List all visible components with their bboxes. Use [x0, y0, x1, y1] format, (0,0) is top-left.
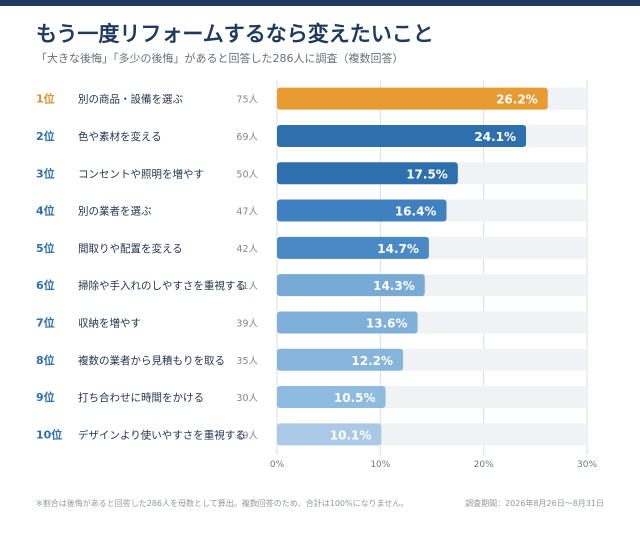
bar-value-label: 12.2% [351, 354, 393, 368]
category-label: コンセントや照明を増やす [78, 167, 204, 180]
count-label: 39人 [236, 318, 258, 329]
top-accent-band [0, 0, 640, 6]
x-tick-label: 10% [370, 460, 390, 470]
bar-value-label: 14.7% [377, 242, 419, 256]
category-label: デザインより使いやすさを重視する [78, 428, 246, 441]
page-subtitle: 「大きな後悔」「多少の後悔」があると回答した286人に調査（複数回答） [36, 52, 404, 65]
category-label: 掃除や手入れのしやすさを重視する [78, 279, 246, 292]
rank-label: 2位 [36, 129, 55, 143]
rank-label: 4位 [36, 204, 55, 218]
bar [277, 162, 458, 185]
rank-label: 8位 [36, 353, 55, 367]
rank-label: 7位 [36, 315, 55, 329]
rank-label: 5位 [36, 241, 55, 255]
rank-label: 3位 [36, 166, 55, 180]
count-label: 41人 [236, 281, 258, 292]
bar [277, 274, 425, 297]
rank-label: 1位 [36, 92, 55, 106]
bar [277, 87, 548, 110]
count-label: 42人 [236, 244, 258, 255]
category-label: 複数の業者から見積もりを取る [78, 354, 225, 367]
bar [277, 199, 447, 222]
bar-value-label: 26.2% [496, 93, 538, 107]
category-label: 別の商品・設備を選ぶ [78, 93, 183, 106]
category-label: 収納を増やす [78, 316, 141, 329]
count-label: 50人 [236, 169, 258, 180]
bar-value-label: 17.5% [406, 167, 448, 181]
count-label: 47人 [236, 207, 258, 218]
rank-label: 9位 [36, 390, 55, 404]
bar [277, 124, 527, 147]
count-label: 35人 [236, 356, 258, 367]
bar [277, 386, 386, 409]
category-label: 間取りや配置を変える [78, 242, 183, 255]
x-tick-label: 0% [270, 460, 285, 470]
bar-value-label: 16.4% [395, 205, 437, 219]
bar [277, 348, 404, 371]
page-title: もう一度リフォームするなら変えたいこと [36, 22, 434, 46]
category-label: 打ち合わせに時間をかける [78, 391, 204, 404]
count-label: 30人 [236, 393, 258, 404]
category-label: 色や素材を変える [78, 130, 162, 143]
count-label: 69人 [236, 132, 258, 143]
x-tick-label: 20% [474, 460, 494, 470]
bar [277, 236, 429, 259]
footnote: ※割合は後悔があると回答した286人を母数として算出。複数回答のため、合計は10… [36, 499, 409, 508]
category-label: 別の業者を選ぶ [78, 205, 152, 218]
x-tick-label: 30% [577, 460, 597, 470]
count-label: 29人 [236, 430, 258, 441]
rank-label: 10位 [36, 427, 62, 441]
bar [277, 423, 382, 446]
rank-label: 6位 [36, 278, 55, 292]
bar-value-label: 14.3% [373, 279, 415, 293]
bar-value-label: 24.1% [474, 130, 516, 144]
bar-value-label: 10.1% [330, 428, 372, 442]
bar-value-label: 10.5% [334, 391, 376, 405]
count-label: 75人 [236, 95, 258, 106]
bar-value-label: 13.6% [366, 316, 408, 330]
survey-period: 調査期間：2026年8月26日～8月31日 [465, 499, 604, 508]
bar [277, 311, 418, 334]
